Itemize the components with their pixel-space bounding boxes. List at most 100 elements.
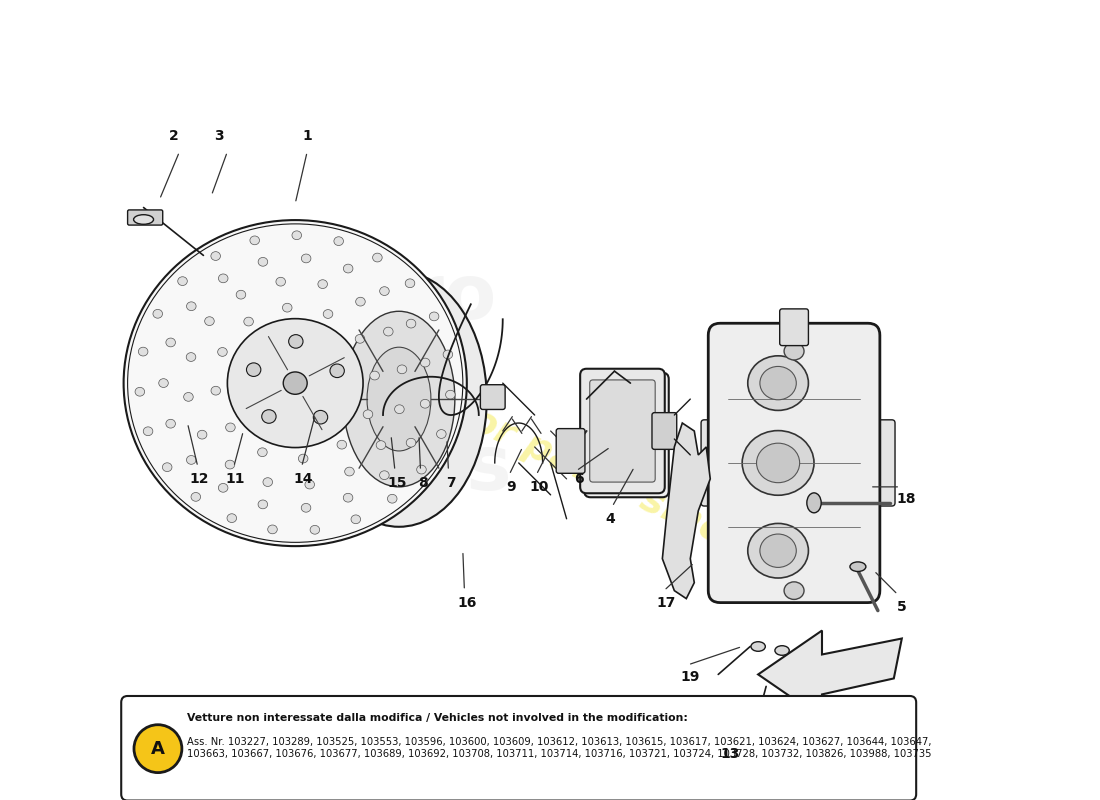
Ellipse shape [344,467,354,476]
Ellipse shape [406,319,416,328]
Ellipse shape [850,562,866,571]
Ellipse shape [806,493,822,513]
Text: 5: 5 [896,599,906,614]
Circle shape [134,725,182,773]
Ellipse shape [257,448,267,457]
Ellipse shape [757,443,800,482]
FancyBboxPatch shape [584,373,669,498]
Ellipse shape [258,258,267,266]
Text: 9: 9 [506,480,516,494]
Ellipse shape [301,503,311,512]
Ellipse shape [184,393,194,402]
Ellipse shape [301,254,311,263]
Text: 14: 14 [294,472,312,486]
Ellipse shape [748,356,808,410]
Ellipse shape [376,441,386,450]
Ellipse shape [395,405,404,414]
Ellipse shape [746,735,763,746]
FancyBboxPatch shape [701,420,732,506]
Text: Vetture non interessate dalla modifica / Vehicles not involved in the modificati: Vetture non interessate dalla modifica /… [187,713,689,722]
Ellipse shape [139,347,147,356]
FancyBboxPatch shape [780,309,808,346]
Text: 15: 15 [387,476,407,490]
Ellipse shape [351,515,361,524]
Ellipse shape [420,358,430,367]
Ellipse shape [742,430,814,495]
FancyBboxPatch shape [590,380,656,482]
Ellipse shape [373,253,382,262]
Text: 4: 4 [606,512,615,526]
Ellipse shape [191,493,200,502]
Polygon shape [758,630,902,718]
Ellipse shape [283,303,292,312]
Ellipse shape [406,438,416,447]
Ellipse shape [334,237,343,246]
Ellipse shape [355,298,365,306]
FancyBboxPatch shape [865,420,895,506]
Text: Ass. Nr. 103227, 103289, 103525, 103553, 103596, 103600, 103609, 103612, 103613,: Ass. Nr. 103227, 103289, 103525, 103553,… [187,738,932,759]
Polygon shape [662,423,711,598]
Ellipse shape [446,390,455,399]
Text: 16: 16 [458,596,476,610]
Ellipse shape [384,327,393,336]
Text: 13: 13 [720,747,740,762]
Text: 6: 6 [574,472,583,486]
Ellipse shape [158,378,168,387]
Ellipse shape [437,430,447,438]
Ellipse shape [784,342,804,360]
Ellipse shape [163,462,172,471]
Text: 2: 2 [169,129,179,142]
Ellipse shape [429,312,439,321]
Ellipse shape [153,310,163,318]
Ellipse shape [218,347,228,356]
Ellipse shape [236,290,245,299]
Ellipse shape [283,372,307,394]
FancyBboxPatch shape [557,429,585,474]
Text: 10: 10 [529,480,548,494]
Ellipse shape [211,386,221,395]
Ellipse shape [370,371,379,380]
Ellipse shape [323,310,333,318]
Text: 8: 8 [418,476,428,490]
Ellipse shape [751,642,766,651]
FancyBboxPatch shape [121,696,916,800]
Ellipse shape [219,483,228,492]
Ellipse shape [263,478,273,486]
Ellipse shape [343,494,353,502]
Ellipse shape [760,534,796,567]
Ellipse shape [443,350,453,359]
Ellipse shape [123,220,466,546]
Ellipse shape [417,465,427,474]
Ellipse shape [367,347,431,451]
Ellipse shape [310,526,320,534]
Text: 18: 18 [896,492,915,506]
Ellipse shape [379,470,389,479]
Ellipse shape [166,338,176,347]
Ellipse shape [405,279,415,288]
Ellipse shape [288,334,302,348]
Ellipse shape [343,311,454,487]
Ellipse shape [227,514,236,522]
Ellipse shape [211,252,220,261]
Ellipse shape [311,271,487,526]
Ellipse shape [363,410,373,418]
Ellipse shape [244,317,253,326]
FancyBboxPatch shape [708,323,880,602]
Text: 3: 3 [214,129,224,142]
Ellipse shape [205,317,214,326]
Ellipse shape [143,427,153,436]
Ellipse shape [774,646,790,655]
Ellipse shape [298,454,308,463]
Text: A: A [151,740,165,758]
Ellipse shape [748,523,808,578]
FancyBboxPatch shape [481,385,505,410]
Ellipse shape [267,525,277,534]
Ellipse shape [420,399,430,408]
Text: 17: 17 [657,596,676,610]
FancyBboxPatch shape [128,210,163,225]
Ellipse shape [318,280,328,289]
Ellipse shape [219,274,228,282]
Ellipse shape [226,460,234,469]
Ellipse shape [258,500,267,509]
Ellipse shape [387,494,397,503]
